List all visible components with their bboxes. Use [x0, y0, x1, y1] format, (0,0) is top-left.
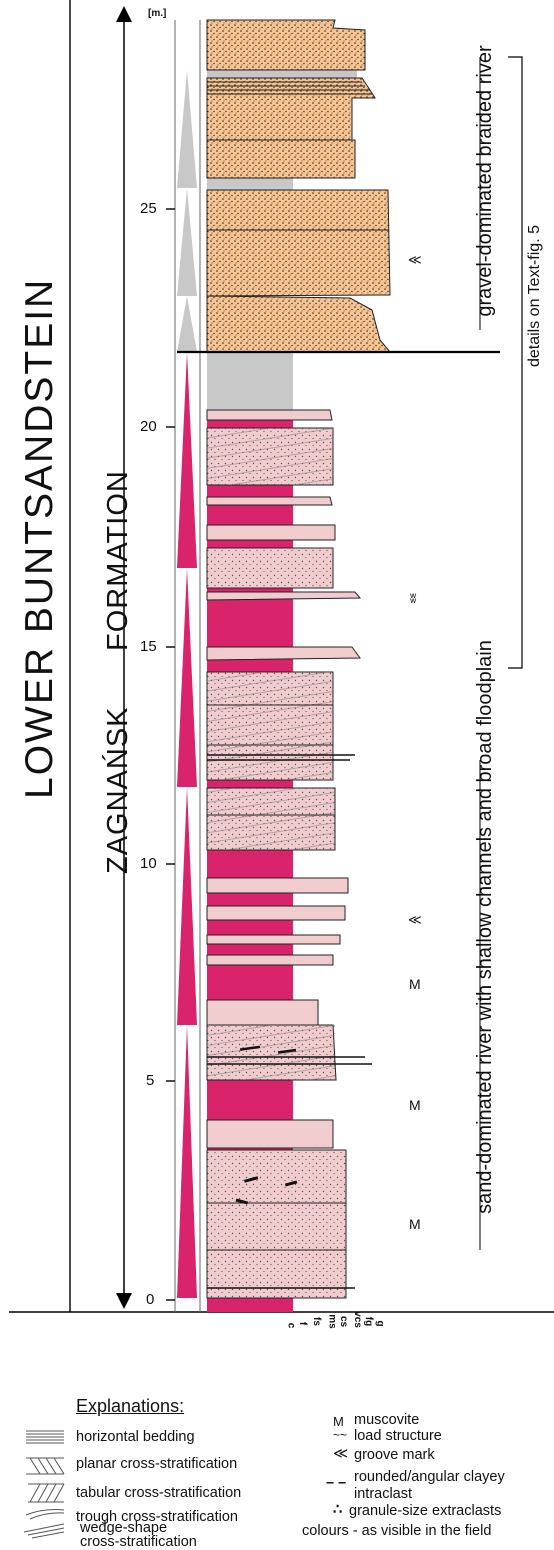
cycle-triangle [177, 296, 197, 352]
tick-label: 0 [146, 1291, 155, 1308]
legend-footer: colours - as visible in the field [302, 1523, 492, 1539]
legend-extraclast-symbol: ∴ [333, 1502, 343, 1518]
muscovite-symbol: M [409, 1097, 421, 1113]
cycle-triangle [177, 188, 197, 296]
cycle-triangle [177, 568, 197, 787]
legend-wedge-2: cross-stratification [80, 1534, 197, 1550]
legend-intraclast-symbol: – – [326, 1475, 347, 1491]
tick-label: 20 [140, 418, 157, 435]
tick-label: 5 [146, 1072, 155, 1089]
groove-mark-symbol: ≪ [408, 912, 422, 927]
legend-load-symbol: ~~ [333, 1428, 348, 1442]
cycle-triangle [177, 1025, 197, 1298]
load-structure-symbol: ʬ [410, 591, 417, 606]
muscovite-symbol: M [409, 976, 421, 992]
legend-horizontal-bedding: horizontal bedding [76, 1429, 195, 1445]
legend-load-structure: load structure [354, 1428, 442, 1444]
axis-unit: [m.] [148, 8, 167, 19]
tick-label: 10 [140, 855, 157, 872]
cycle-triangle [177, 352, 197, 568]
legend-planar-cross: planar cross-stratification [76, 1456, 238, 1472]
cycle-triangle [177, 787, 197, 1025]
groove-mark-symbol: ≪ [408, 252, 422, 267]
legend-tabular-cross: tabular cross-stratification [76, 1485, 242, 1501]
legend-groove-mark: groove mark [354, 1447, 435, 1463]
legend-extraclasts: granule-size extraclasts [349, 1503, 502, 1519]
legend-intraclast-1: rounded/angular clayey [354, 1469, 505, 1485]
grey-interval [207, 70, 357, 78]
muscovite-symbol: M [409, 1216, 421, 1232]
legend-groove-symbol: ≪ [333, 1446, 349, 1462]
legend-muscovite: muscovite [354, 1412, 420, 1428]
tick-label: 15 [140, 638, 157, 655]
cycle-triangle [177, 70, 197, 188]
legend-wedge-1: wedge-shape [80, 1520, 168, 1536]
tick-label: 25 [140, 200, 157, 217]
legend-muscovite-symbol: M [333, 1414, 344, 1429]
grey-interval [207, 352, 293, 410]
legend-trough-cross: trough cross-stratification [76, 1509, 238, 1525]
legend-intraclast-2: intraclast [354, 1486, 413, 1502]
grey-interval [207, 178, 293, 190]
legend-title: Explanations: [76, 1396, 185, 1416]
